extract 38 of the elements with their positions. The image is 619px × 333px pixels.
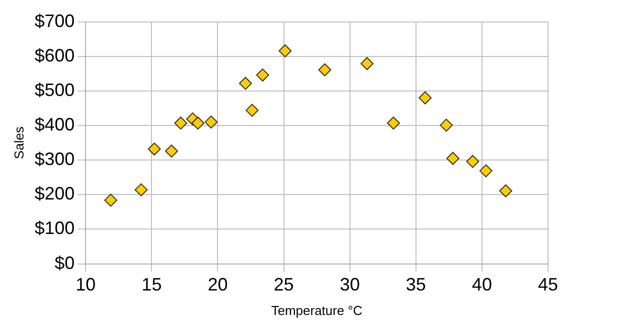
point xyxy=(134,183,148,196)
point xyxy=(479,164,492,178)
point xyxy=(499,184,512,198)
point xyxy=(440,118,453,132)
point xyxy=(191,116,204,130)
point xyxy=(446,152,460,165)
y-tick-label: $500 xyxy=(34,80,75,100)
x-tick-label: 10 xyxy=(76,274,96,295)
point xyxy=(278,44,292,58)
point xyxy=(148,142,161,156)
x-axis-title: Temperature °C xyxy=(271,302,362,318)
x-tick-label: 20 xyxy=(208,274,228,295)
x-tick-label: 25 xyxy=(274,274,294,295)
y-tick-label: $0 xyxy=(54,252,75,273)
point xyxy=(360,57,374,70)
y-tick-label: $400 xyxy=(34,114,75,134)
point xyxy=(466,154,480,168)
point xyxy=(238,76,252,90)
x-tick-label: 15 xyxy=(142,274,162,295)
point xyxy=(174,116,188,130)
y-tick-label: $300 xyxy=(34,149,75,170)
x-tick-label: 30 xyxy=(340,274,360,295)
x-tick-label: 45 xyxy=(538,274,558,295)
y-axis-title: Sales xyxy=(11,126,26,160)
point xyxy=(318,63,332,76)
point xyxy=(204,116,218,129)
y-tick-label: $600 xyxy=(34,45,75,66)
x-tick-label: 40 xyxy=(472,274,492,295)
x-tick-label: 35 xyxy=(406,274,426,295)
point xyxy=(386,116,400,130)
point xyxy=(165,144,178,158)
y-tick-label: $700 xyxy=(34,10,75,31)
point xyxy=(246,104,259,117)
y-tick-label: $200 xyxy=(34,184,75,204)
point xyxy=(418,91,432,104)
point xyxy=(256,68,270,82)
y-tick-label: $100 xyxy=(34,218,75,238)
point xyxy=(104,194,118,207)
